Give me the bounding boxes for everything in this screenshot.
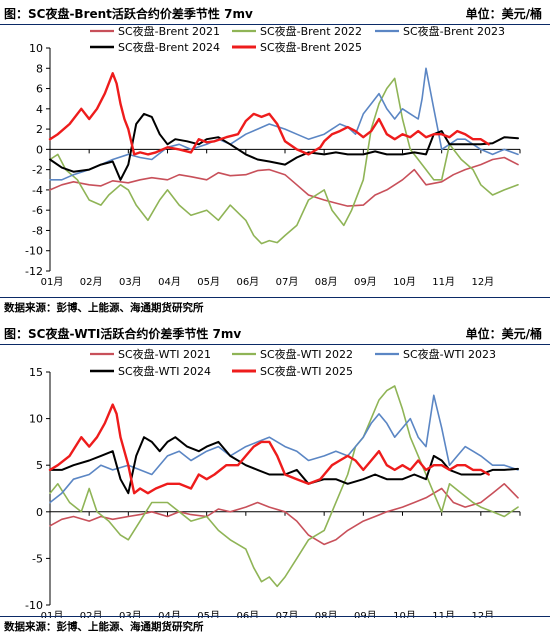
series-line-1: [49, 156, 519, 207]
y-tick-label: -10: [25, 245, 43, 258]
y-tick-label: 15: [29, 366, 43, 379]
chart-title: 图：SC夜盘-WTI活跃合约价差季节性 7mv: [4, 327, 242, 341]
y-tick-label: 10: [29, 413, 43, 426]
x-tick-label: 06月: [236, 276, 259, 288]
chart-panel-wti: 图：SC夜盘-WTI活跃合约价差季节性 7mv 单位：美元/桶 -10 -5 0 5 1…: [0, 322, 550, 640]
y-tick-label: 5: [36, 459, 43, 472]
x-tick-label: 09月: [354, 610, 377, 618]
source-rule: [0, 616, 550, 617]
legend-label: SC夜盘-Brent 2025: [260, 40, 362, 54]
x-tick-label: 04月: [158, 276, 181, 288]
y-tick-label: -4: [32, 184, 43, 197]
x-tick-label: 07月: [276, 610, 299, 618]
chart-panel-brent: 图：SC夜盘-Brent活跃合约价差季节性 7mv 单位：美元/桶 -12 -10…: [0, 2, 550, 320]
y-tick-label: 0: [36, 143, 43, 156]
y-tick-label: 0: [36, 506, 43, 519]
legend-label: SC夜盘-Brent 2021: [118, 26, 220, 38]
x-tick-label: 03月: [119, 610, 142, 618]
y-tick-label: 8: [36, 62, 43, 75]
series-line-4: [49, 112, 519, 181]
x-tick-label: 01月: [41, 276, 64, 288]
x-tick-label: 06月: [236, 610, 259, 618]
x-tick-label: 03月: [119, 276, 142, 288]
brent-spread-chart: -12 -10 -8 -6 -4 -2 0 2 4 6 8 10 01月 02月 03月 04月 05月 06月 0…: [25, 26, 521, 288]
y-tick-label: -10: [25, 599, 43, 612]
y-tick-label: 4: [36, 103, 43, 116]
chart-header: 图：SC夜盘-Brent活跃合约价差季节性 7mv 单位：美元/桶: [0, 2, 550, 25]
series-line-4: [49, 436, 519, 495]
x-tick-label: 04月: [158, 610, 181, 618]
x-tick-label: 11月: [432, 276, 455, 288]
x-tick-label: 10月: [393, 276, 416, 288]
x-tick-label: 12月: [471, 276, 494, 288]
y-tick-label: -2: [32, 164, 43, 177]
x-tick-label: 05月: [197, 610, 220, 618]
chart-unit: 单位：美元/桶: [465, 327, 542, 341]
wti-spread-chart: -10 -5 0 5 10 15 01月 02月 03月 04月 05月 06月 07月 08月 09月 10…: [25, 347, 521, 618]
chart-header: 图：SC夜盘-WTI活跃合约价差季节性 7mv 单位：美元/桶: [0, 322, 550, 345]
chart-source: 数据来源：彭博、上能源、海通期货研究所: [4, 621, 204, 633]
y-tick-label: 10: [29, 42, 43, 55]
legend-label: SC夜盘-WTI 2022: [260, 347, 353, 361]
x-tick-label: 11月: [432, 610, 455, 618]
chart-unit: 单位：美元/桶: [465, 7, 542, 21]
legend-label: SC夜盘-Brent 2022: [260, 26, 362, 38]
legend-label: SC夜盘-WTI 2021: [118, 347, 211, 361]
series-line-1: [49, 483, 519, 546]
y-tick-label: 2: [36, 123, 43, 136]
x-tick-label: 12月: [471, 610, 494, 618]
y-tick-label: -12: [25, 265, 43, 278]
x-tick-label: 09月: [354, 276, 377, 288]
y-tick-label: 6: [36, 83, 43, 96]
legend-label: SC夜盘-WTI 2025: [260, 364, 353, 378]
legend-label: SC夜盘-WTI 2024: [118, 364, 211, 378]
legend-label: SC夜盘-Brent 2023: [403, 26, 505, 38]
series-line-2: [49, 77, 519, 245]
series-line-3: [49, 394, 519, 504]
x-tick-label: 10月: [393, 610, 416, 618]
chart-title: 图：SC夜盘-Brent活跃合约价差季节性 7mv: [4, 7, 253, 21]
x-tick-label: 05月: [197, 276, 220, 288]
x-tick-label: 08月: [315, 276, 338, 288]
x-tick-label: 02月: [80, 610, 103, 618]
legend-label: SC夜盘-WTI 2023: [403, 347, 496, 361]
x-tick-label: 08月: [315, 610, 338, 618]
chart-source: 数据来源：彭博、上能源、海通期货研究所: [4, 302, 204, 314]
series-line-2: [49, 385, 519, 588]
x-tick-label: 01月: [41, 610, 64, 618]
series-line-3: [49, 67, 519, 181]
x-tick-label: 02月: [80, 276, 103, 288]
y-tick-label: -5: [32, 552, 43, 565]
series-line-5: [48, 403, 490, 495]
y-tick-label: -6: [32, 204, 43, 217]
source-rule: [0, 297, 550, 298]
x-tick-label: 07月: [276, 276, 299, 288]
legend-label: SC夜盘-Brent 2024: [118, 40, 220, 54]
series-line-5: [48, 72, 490, 156]
y-tick-label: -8: [32, 224, 43, 237]
